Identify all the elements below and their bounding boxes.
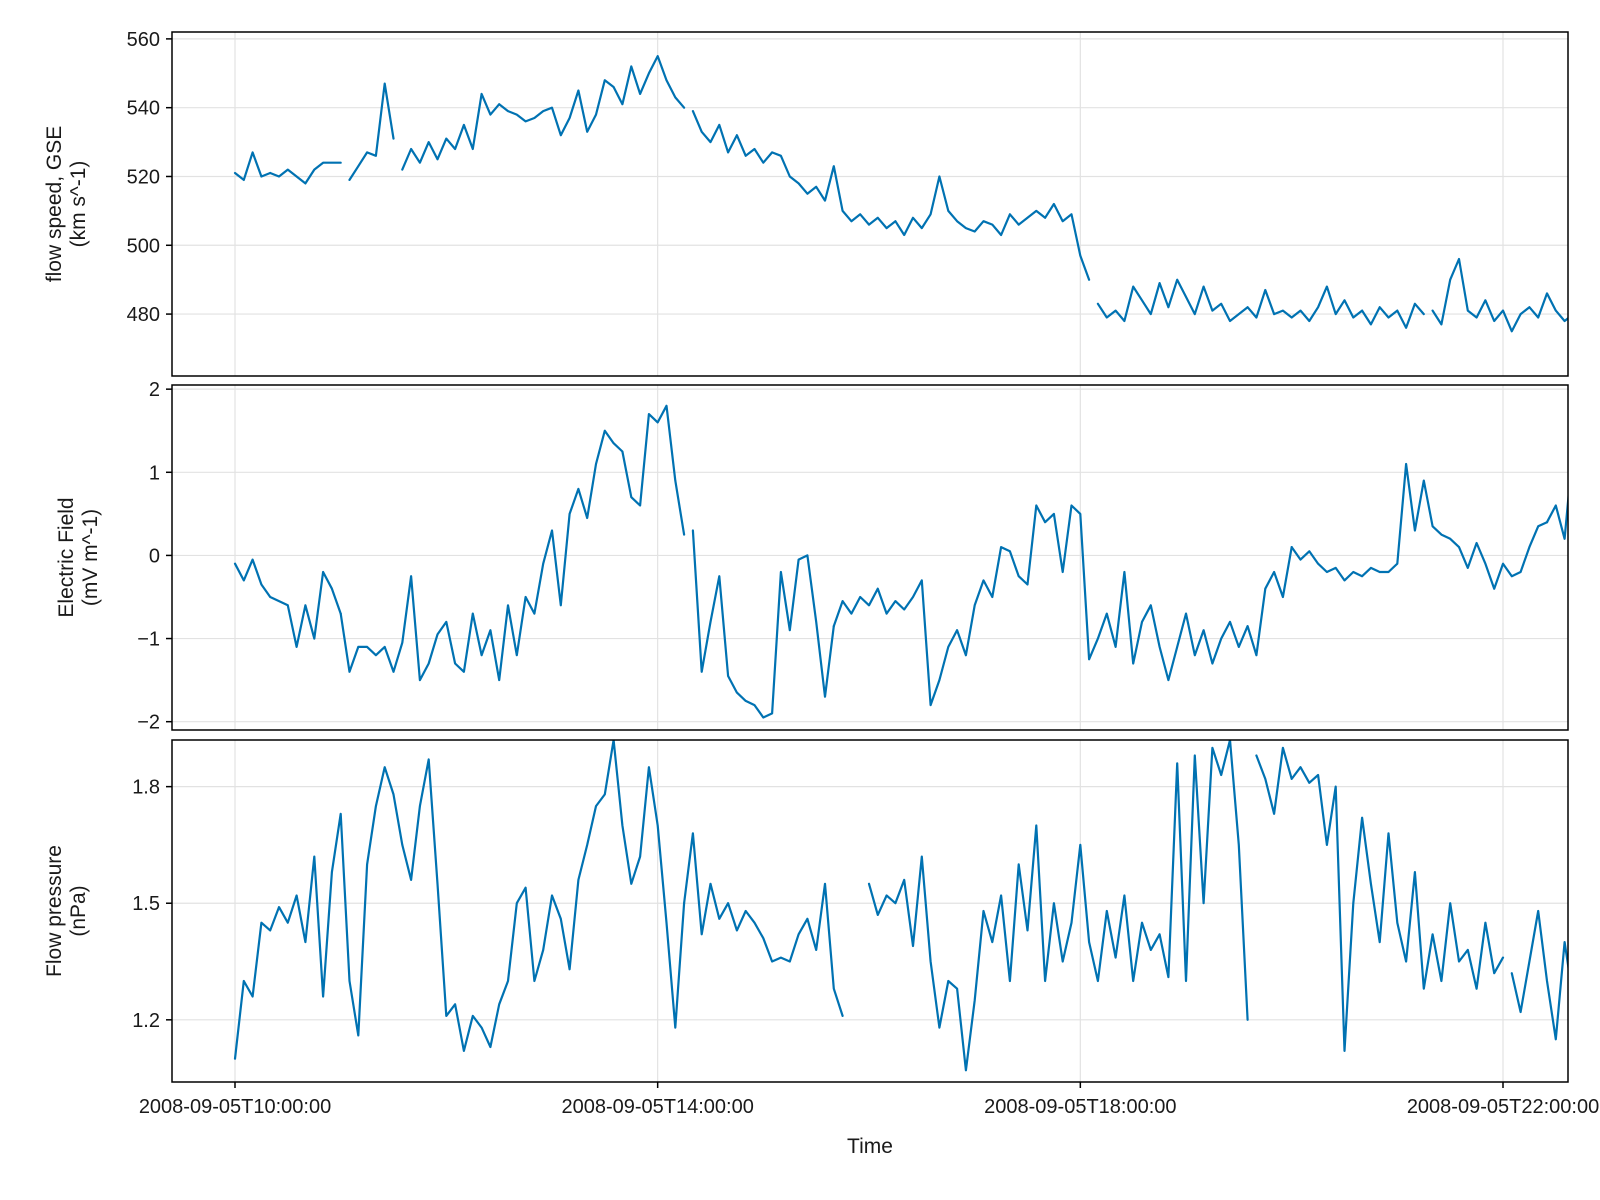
y-axis-title-line1: flow speed, GSE: [43, 126, 66, 282]
x-tick-label: 2008-09-05T14:00:00: [561, 1096, 753, 1118]
series-line-segment: [233, 740, 686, 1060]
series-line-segment: [1255, 746, 1505, 1053]
series-line-segment: [348, 82, 395, 181]
y-tick-label: 500: [127, 235, 160, 257]
panel-3: 1.2 1.5 1.8 Flow pressure(nPa): [43, 739, 1569, 1083]
series-line-segment: [233, 558, 342, 649]
x-tick-label: 2008-09-05T22:00:00: [1407, 1096, 1599, 1118]
y-axis-title-line1: Flow pressure: [43, 845, 66, 977]
series-line-segment: [682, 832, 844, 1018]
y-tick-label: 560: [127, 29, 160, 51]
series-line-segment: [1545, 489, 1568, 540]
series-line-segment: [1096, 278, 1425, 329]
y-tick-label: −2: [137, 712, 160, 734]
series-group: [233, 740, 1568, 1072]
plot-frame: [171, 739, 1569, 1083]
y-tick-label: 1.5: [132, 893, 160, 915]
y-tick-label: 480: [127, 304, 160, 326]
x-tick-label: 2008-09-05T18:00:00: [984, 1096, 1176, 1118]
y-axis-title-line2: (km s^-1): [67, 161, 90, 248]
series-line-segment: [233, 151, 272, 181]
panels-layer: 480 500 520 540 560 flow speed, GSE(km s^-1) −…: [43, 29, 1599, 1118]
y-tick-label: 520: [127, 166, 160, 188]
series-group: [233, 54, 1568, 333]
series-line-segment: [867, 740, 1249, 1072]
y-tick-label: 540: [127, 98, 160, 120]
y-axis-title: Flow pressure(nPa): [43, 845, 90, 977]
y-tick-label: 1: [149, 462, 160, 484]
y-tick-label: 1.8: [132, 777, 160, 799]
series-line-segment: [1290, 462, 1549, 590]
panel-2: −2 −1 0 1 2 Electric Field(mV m^-1): [55, 379, 1569, 734]
series-line-segment: [1431, 257, 1568, 333]
x-axis-title: Time: [847, 1135, 893, 1158]
y-axis-title-line1: Electric Field: [55, 497, 78, 617]
y-axis-title: Electric Field(mV m^-1): [55, 497, 102, 617]
series-line-segment: [691, 529, 835, 719]
y-tick-label: 2: [149, 379, 160, 401]
y-axis-title: flow speed, GSE(km s^-1): [43, 126, 90, 282]
series-line-segment: [269, 161, 342, 185]
series-line-segment: [1510, 909, 1568, 1041]
y-axis-title-line2: (mV m^-1): [79, 509, 102, 606]
y-tick-label: 1.2: [132, 1010, 160, 1032]
series-line-segment: [401, 54, 686, 171]
series-line-segment: [339, 404, 686, 682]
y-axis-title-line2: (nPa): [67, 885, 90, 936]
y-tick-label: −1: [137, 629, 160, 651]
x-tick-label: 2008-09-05T10:00:00: [139, 1096, 331, 1118]
y-tick-label: 0: [149, 545, 160, 567]
series-group: [233, 404, 1568, 719]
series-line-segment: [832, 504, 1293, 707]
series-line-segment: [691, 109, 1091, 281]
plot-frame: [171, 31, 1569, 377]
panel-1: 480 500 520 540 560 flow speed, GSE(km s^-1): [43, 29, 1569, 377]
plot-frame: [171, 384, 1569, 731]
